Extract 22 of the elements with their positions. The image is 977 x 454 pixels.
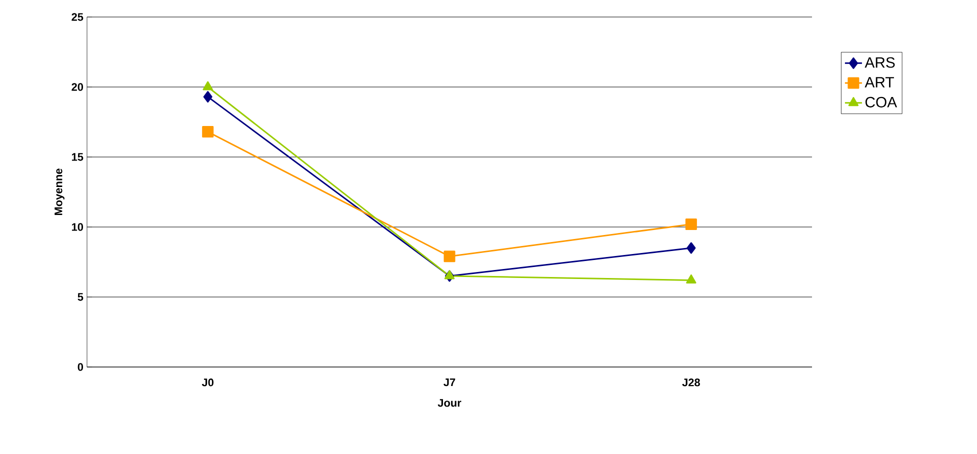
x-tick-label: J0 xyxy=(202,378,214,386)
legend-label: ARS xyxy=(864,57,895,68)
point xyxy=(444,250,456,262)
x-tick-label: J28 xyxy=(682,378,700,386)
y-tick-label: 20 xyxy=(72,83,84,91)
point xyxy=(203,91,212,103)
point xyxy=(685,218,697,230)
x-axis-title: Jour xyxy=(438,399,462,407)
y-tick-label: 0 xyxy=(78,363,84,371)
point xyxy=(202,126,214,138)
y-tick-label: 5 xyxy=(78,293,84,301)
x-tick-label: J7 xyxy=(444,378,456,386)
legend-label: ART xyxy=(864,77,894,88)
point xyxy=(686,274,696,284)
point xyxy=(686,242,696,254)
y-axis-title: Moyenne xyxy=(54,168,64,216)
y-tick-label: 25 xyxy=(72,13,84,21)
point xyxy=(202,81,213,90)
y-tick-label: 10 xyxy=(72,223,84,231)
legend-label: COA xyxy=(865,96,898,108)
point xyxy=(444,270,455,280)
y-tick-label: 15 xyxy=(72,153,84,161)
